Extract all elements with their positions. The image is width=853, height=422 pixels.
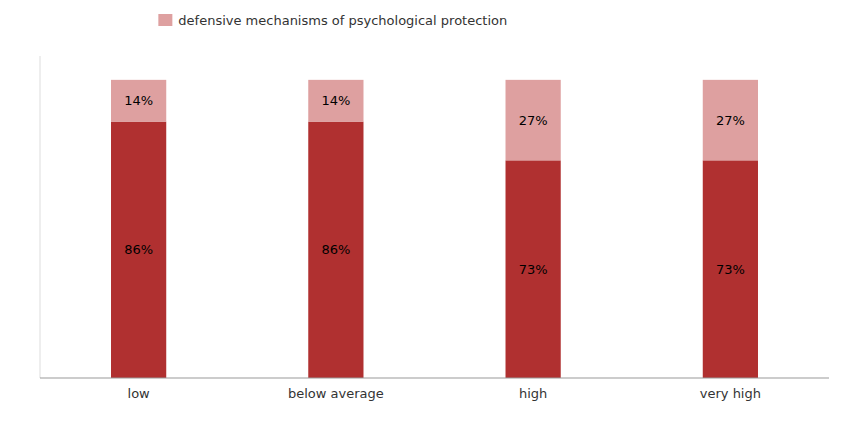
y-axis-line: [40, 56, 41, 378]
data-label: 73%: [519, 262, 548, 277]
data-label: 14%: [124, 93, 153, 108]
legend-swatch: [158, 14, 172, 26]
data-label: 27%: [716, 113, 745, 128]
bar-segment: [308, 80, 363, 122]
data-label: 86%: [124, 242, 153, 257]
bars: [111, 80, 758, 378]
data-label: 27%: [519, 113, 548, 128]
x-tick-label: low: [128, 386, 151, 401]
x-tick-label: very high: [700, 386, 761, 401]
chart-svg: 86% 86% 73% 73% 14% 14% 27% 27% low below average…: [0, 0, 853, 422]
data-label: 86%: [321, 242, 350, 257]
legend: defensive mechanisms of psychological pr…: [158, 13, 507, 28]
x-tick-label: below average: [288, 386, 384, 401]
bar-segment: [506, 80, 561, 161]
data-label: 14%: [321, 93, 350, 108]
chart-container: 86% 86% 73% 73% 14% 14% 27% 27% low below average…: [0, 0, 853, 422]
bar-segment: [308, 122, 363, 378]
data-labels: 86% 86% 73% 73% 14% 14% 27% 27%: [124, 93, 745, 276]
bar-segment: [703, 80, 758, 161]
x-axis: [40, 378, 829, 379]
bar-segment: [703, 160, 758, 378]
legend-label: defensive mechanisms of psychological pr…: [178, 13, 507, 28]
bar-segment: [111, 80, 166, 122]
data-label: 73%: [716, 262, 745, 277]
bar-segment: [506, 160, 561, 378]
bar-segment: [111, 122, 166, 378]
x-tick-label: high: [519, 386, 547, 401]
